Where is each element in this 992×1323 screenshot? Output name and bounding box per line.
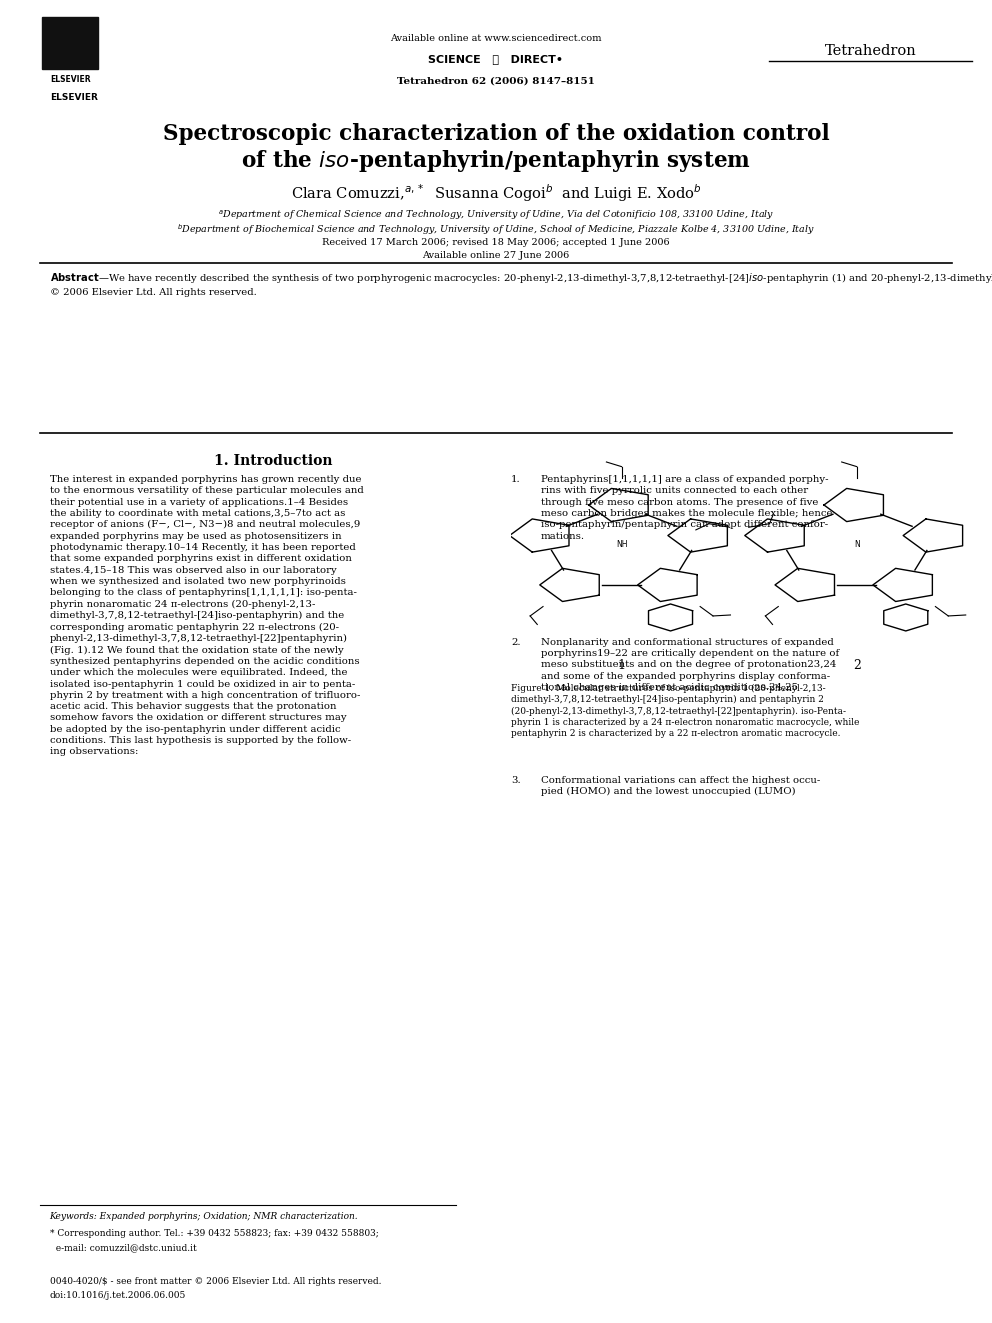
Text: SCIENCE   ⓓ   DIRECT•: SCIENCE ⓓ DIRECT• — [429, 54, 563, 65]
Text: $^{a}$Department of Chemical Science and Technology, University of Udine, Via de: $^{a}$Department of Chemical Science and… — [218, 208, 774, 222]
Text: 1.: 1. — [511, 475, 521, 484]
Text: * Corresponding author. Tel.: +39 0432 558823; fax: +39 0432 558803;: * Corresponding author. Tel.: +39 0432 5… — [50, 1229, 378, 1238]
Text: doi:10.1016/j.tet.2006.06.005: doi:10.1016/j.tet.2006.06.005 — [50, 1291, 186, 1301]
Text: Tetrahedron: Tetrahedron — [825, 44, 917, 58]
Text: Figure 1. Molecular structures of iso-pentaphyrin 1 (20-phenyl-2,13-
dimethyl-3,: Figure 1. Molecular structures of iso-pe… — [511, 684, 859, 738]
Text: Pentaphyrins[1,1,1,1,1] are a class of expanded porphy-
rins with five pyrrolic : Pentaphyrins[1,1,1,1,1] are a class of e… — [541, 475, 832, 541]
Text: Nonplanarity and conformational structures of expanded
porphyrins19–22 are criti: Nonplanarity and conformational structur… — [541, 638, 839, 692]
Text: ELSEVIER: ELSEVIER — [51, 74, 90, 83]
Text: 0040-4020/$ - see front matter © 2006 Elsevier Ltd. All rights reserved.: 0040-4020/$ - see front matter © 2006 El… — [50, 1277, 381, 1286]
Text: Received 17 March 2006; revised 18 May 2006; accepted 1 June 2006: Received 17 March 2006; revised 18 May 2… — [322, 238, 670, 247]
Text: Spectroscopic characterization of the oxidation control: Spectroscopic characterization of the ox… — [163, 123, 829, 146]
Text: $\bf{Abstract}$—We have recently described the synthesis of two porphyrogenic ma: $\bf{Abstract}$—We have recently describ… — [50, 271, 992, 296]
Text: Keywords: Expanded porphyrins; Oxidation; NMR characterization.: Keywords: Expanded porphyrins; Oxidation… — [50, 1212, 358, 1221]
Bar — [43, 17, 98, 69]
Text: ELSEVIER: ELSEVIER — [51, 93, 98, 102]
Text: Available online 27 June 2006: Available online 27 June 2006 — [423, 251, 569, 261]
Text: 1. Introduction: 1. Introduction — [213, 454, 332, 468]
Text: N: N — [854, 540, 860, 549]
Text: 1: 1 — [618, 659, 626, 672]
Text: Tetrahedron 62 (2006) 8147–8151: Tetrahedron 62 (2006) 8147–8151 — [397, 77, 595, 86]
Text: e-mail: comuzzil@dstc.uniud.it: e-mail: comuzzil@dstc.uniud.it — [50, 1244, 196, 1253]
Text: The interest in expanded porphyrins has grown recently due
to the enormous versa: The interest in expanded porphyrins has … — [50, 475, 363, 757]
Text: Conformational variations can affect the highest occu-
pied (HOMO) and the lowes: Conformational variations can affect the… — [541, 775, 820, 796]
Text: Clara Comuzzi,$^{\mathit{a,*}}$  Susanna Cogoi$^{\mathit{b}}$  and Luigi E. Xodo: Clara Comuzzi,$^{\mathit{a,*}}$ Susanna … — [291, 183, 701, 204]
Text: $^{b}$Department of Biochemical Science and Technology, University of Udine, Sch: $^{b}$Department of Biochemical Science … — [178, 222, 814, 237]
Text: 2.: 2. — [511, 638, 521, 647]
Text: Available online at www.sciencedirect.com: Available online at www.sciencedirect.co… — [390, 34, 602, 44]
Text: NH: NH — [616, 540, 627, 549]
Text: of the $\mathit{iso}$-pentaphyrin/pentaphyrin system: of the $\mathit{iso}$-pentaphyrin/pentap… — [241, 148, 751, 175]
Text: 2: 2 — [853, 659, 861, 672]
Text: 3.: 3. — [511, 775, 521, 785]
